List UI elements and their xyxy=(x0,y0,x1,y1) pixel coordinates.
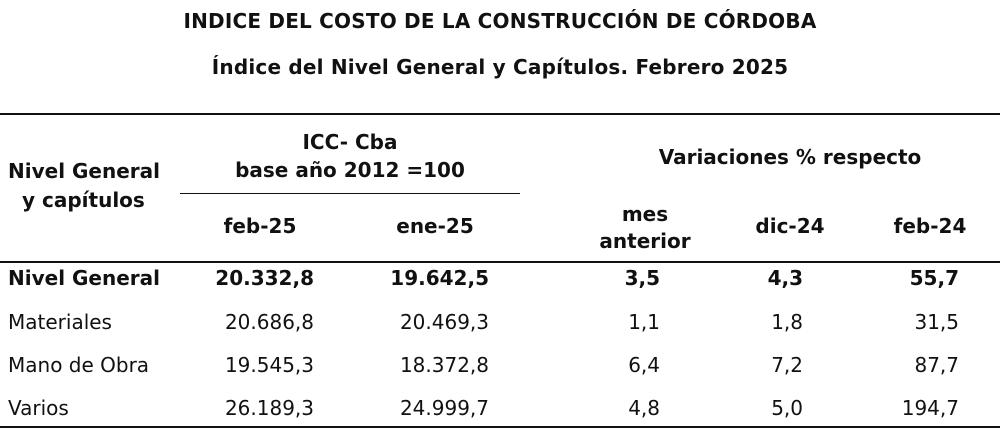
icc-header-line2: base año 2012 =100 xyxy=(235,158,465,182)
page-title: INDICE DEL COSTO DE LA CONSTRUCCIÓN DE C… xyxy=(183,9,817,33)
col-header-dic24: dic-24 xyxy=(755,214,825,238)
table-bottom-rule xyxy=(0,426,1000,428)
table-cell-ene25: 19.642,5 xyxy=(390,266,489,290)
table-row-label: Materiales xyxy=(8,310,112,334)
table-cell-ene25: 24.999,7 xyxy=(399,396,489,420)
icc-underline-rule xyxy=(180,193,520,194)
page-subtitle: Índice del Nivel General y Capítulos. Fe… xyxy=(211,55,789,79)
row-label-header-line1: Nivel General xyxy=(8,159,161,183)
table-row-label: Nivel General xyxy=(8,266,161,290)
table-top-rule xyxy=(0,113,1000,115)
table-cell-mes: 6,4 xyxy=(628,353,660,377)
table-row-label: Mano de Obra xyxy=(8,353,150,377)
header-bottom-rule xyxy=(0,261,1000,263)
table-cell-mes: 4,8 xyxy=(628,396,660,420)
table-cell-feb24: 31,5 xyxy=(914,310,959,334)
table-cell-feb25: 20.686,8 xyxy=(224,310,314,334)
col-header-ene25: ene-25 xyxy=(396,214,474,238)
col-header-feb24: feb-24 xyxy=(893,214,967,238)
table-cell-feb24: 194,7 xyxy=(901,396,959,420)
variations-header: Variaciones % respecto xyxy=(658,145,922,169)
table-cell-dic24: 4,3 xyxy=(767,266,803,290)
col-header-mes-line1: mes xyxy=(621,202,669,226)
table-cell-dic24: 7,2 xyxy=(771,353,803,377)
table-cell-mes: 3,5 xyxy=(624,266,660,290)
row-label-header-line2: y capítulos xyxy=(22,188,145,212)
col-header-feb25: feb-25 xyxy=(223,214,297,238)
icc-header-line1: ICC- Cba xyxy=(302,130,398,154)
table-cell-feb24: 55,7 xyxy=(909,266,959,290)
table-cell-feb24: 87,7 xyxy=(914,353,959,377)
table-cell-ene25: 20.469,3 xyxy=(399,310,489,334)
table-row-label: Varios xyxy=(8,396,69,420)
table-cell-feb25: 19.545,3 xyxy=(224,353,314,377)
table-cell-dic24: 5,0 xyxy=(771,396,803,420)
col-header-mes-line2: anterior xyxy=(599,229,691,253)
table-cell-ene25: 18.372,8 xyxy=(399,353,489,377)
table-cell-feb25: 20.332,8 xyxy=(215,266,314,290)
table-cell-dic24: 1,8 xyxy=(771,310,803,334)
table-cell-mes: 1,1 xyxy=(628,310,660,334)
table-cell-feb25: 26.189,3 xyxy=(224,396,314,420)
